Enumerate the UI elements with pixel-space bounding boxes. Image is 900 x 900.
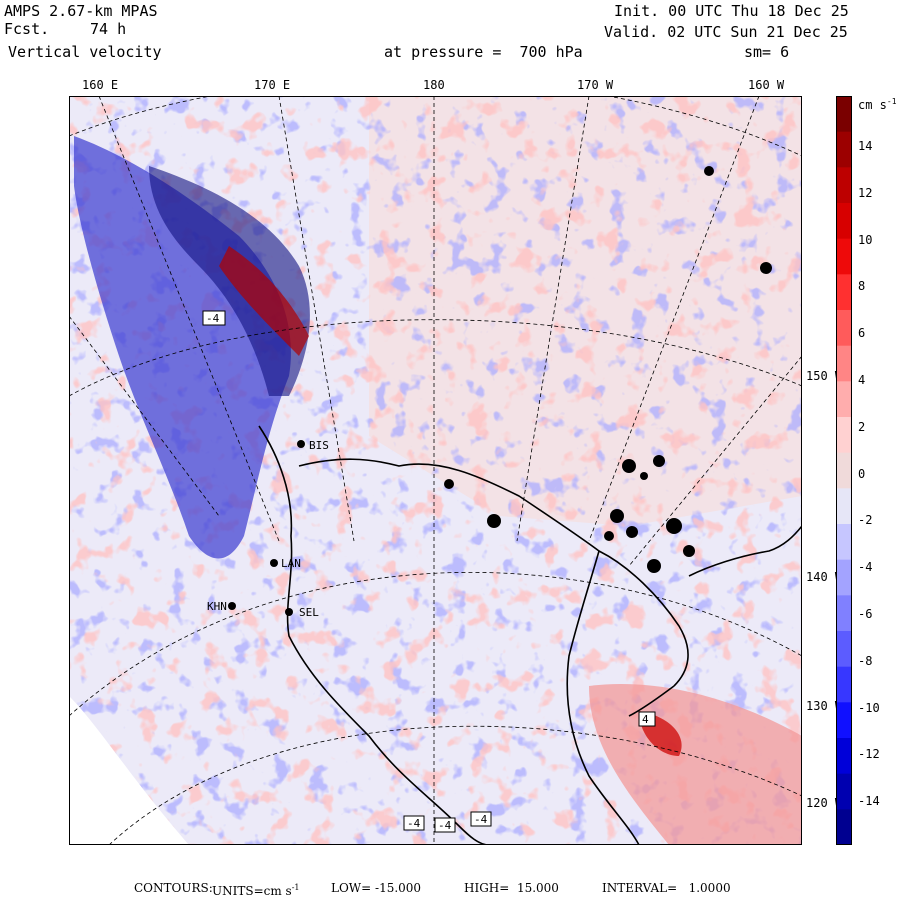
contour-box-4-label: -4 xyxy=(407,817,421,830)
colorbar-cell xyxy=(836,595,852,632)
colorbar-cell xyxy=(836,524,852,561)
pressure-level: at pressure = 700 hPa xyxy=(384,43,583,61)
init-time: Init. 00 UTC Thu 18 Dec 25 xyxy=(614,2,849,20)
colorbar-cell xyxy=(836,738,852,775)
colorbar-tick-label: 0 xyxy=(858,466,866,481)
station-sel-marker xyxy=(285,608,293,616)
contour-box-3-label: -4 xyxy=(206,312,220,325)
colorbar xyxy=(836,96,852,845)
colorbar-cell xyxy=(836,203,852,240)
colorbar-tick-label: 12 xyxy=(858,185,873,200)
station-sel-label: SEL xyxy=(299,606,319,619)
colorbar-cell xyxy=(836,773,852,810)
forecast-label: Fcst. xyxy=(4,20,50,38)
station-lan-marker xyxy=(270,559,278,567)
colorbar-units: cm s-1 xyxy=(858,97,897,112)
colorbar-tick-label: -8 xyxy=(858,653,873,668)
contour-box-4 xyxy=(403,815,425,831)
contour-box-5-label: -4 xyxy=(474,813,488,826)
colorbar-tick-label: 6 xyxy=(858,326,866,341)
lon-label-170e: 170 E xyxy=(254,78,291,92)
footer-contours-label: CONTOURS: xyxy=(134,881,213,895)
colorbar-tick-label: 8 xyxy=(858,279,866,294)
colorbar-tick-label: -14 xyxy=(858,794,880,809)
station-khn-label: KHN xyxy=(207,600,227,613)
lon-label-160e: 160 E xyxy=(82,78,119,92)
colorbar-tick-label: 2 xyxy=(858,419,866,434)
colorbar-tick-label: -10 xyxy=(858,700,880,715)
contour-box-1 xyxy=(434,817,456,833)
contour-box-2 xyxy=(638,711,656,727)
colorbar-cell xyxy=(836,274,852,311)
smoothing-value: sm= 6 xyxy=(744,43,790,61)
colorbar-cell xyxy=(836,167,852,204)
station-lan-label: LAN xyxy=(281,557,301,570)
colorbar-tick-label: -6 xyxy=(858,607,873,621)
model-title: AMPS 2.67-km MPAS xyxy=(4,2,158,20)
colorbar-tick-label: -12 xyxy=(858,747,880,762)
contour-box-3 xyxy=(202,310,226,326)
colorbar-tick-label: -2 xyxy=(858,513,873,528)
vertical-velocity-map: BIS LAN SEL KHN -4 4 -4 -4 -4 xyxy=(69,96,802,845)
colorbar-cell xyxy=(836,417,852,454)
colorbar-cell xyxy=(836,131,852,168)
forecast-hour: 74 h xyxy=(90,20,127,38)
colorbar-cell xyxy=(836,381,852,418)
station-bis-label: BIS xyxy=(309,439,329,452)
colorbar-tick-label: -4 xyxy=(858,560,873,575)
colorbar-cell xyxy=(836,666,852,703)
colorbar-cell xyxy=(836,345,852,382)
footer-high: HIGH= 15.000 xyxy=(464,881,559,895)
colorbar-cell xyxy=(836,96,852,133)
colorbar-tick-label: 4 xyxy=(858,373,866,387)
ascent-cluster xyxy=(444,166,772,573)
colorbar-cell xyxy=(836,452,852,489)
map-frame xyxy=(69,96,802,845)
station-bis-marker xyxy=(297,440,305,448)
colorbar-cell xyxy=(836,310,852,347)
stations: BIS LAN SEL KHN xyxy=(207,439,329,619)
colorbar-cell xyxy=(836,559,852,596)
contour-box-2-label: 4 xyxy=(642,713,649,726)
strong-subsidence-core xyxy=(149,166,310,396)
lon-label-170w: 170 W xyxy=(577,78,614,92)
strong-ascent-core xyxy=(219,246,309,356)
contour-box-5 xyxy=(470,811,492,827)
colorbar-tick-label: 10 xyxy=(858,232,873,247)
colorbar-cell xyxy=(836,488,852,525)
lon-label-180: 180 xyxy=(423,78,445,92)
colorbar-cell xyxy=(836,809,852,845)
graticule xyxy=(69,96,802,845)
colorbar-cell xyxy=(836,702,852,739)
contour-box-1-label: -4 xyxy=(438,819,452,832)
colorbar-cell xyxy=(836,238,852,275)
footer-low: LOW= -15.000 xyxy=(331,881,422,895)
lon-label-160w: 160 W xyxy=(748,78,785,92)
coastline xyxy=(258,425,802,845)
contour-label-boxes: -4 4 -4 -4 -4 xyxy=(202,310,656,833)
valid-time: Valid. 02 UTC Sun 21 Dec 25 xyxy=(604,23,848,41)
no-data-area xyxy=(69,696,189,845)
station-khn-marker xyxy=(228,602,236,610)
footer-interval: INTERVAL= 1.0000 xyxy=(602,881,731,895)
field-name: Vertical velocity xyxy=(8,43,162,61)
colorbar-tick-label: 14 xyxy=(858,139,873,153)
footer-units: UNITS=cm s-1 xyxy=(212,883,300,898)
colorbar-cell xyxy=(836,631,852,668)
